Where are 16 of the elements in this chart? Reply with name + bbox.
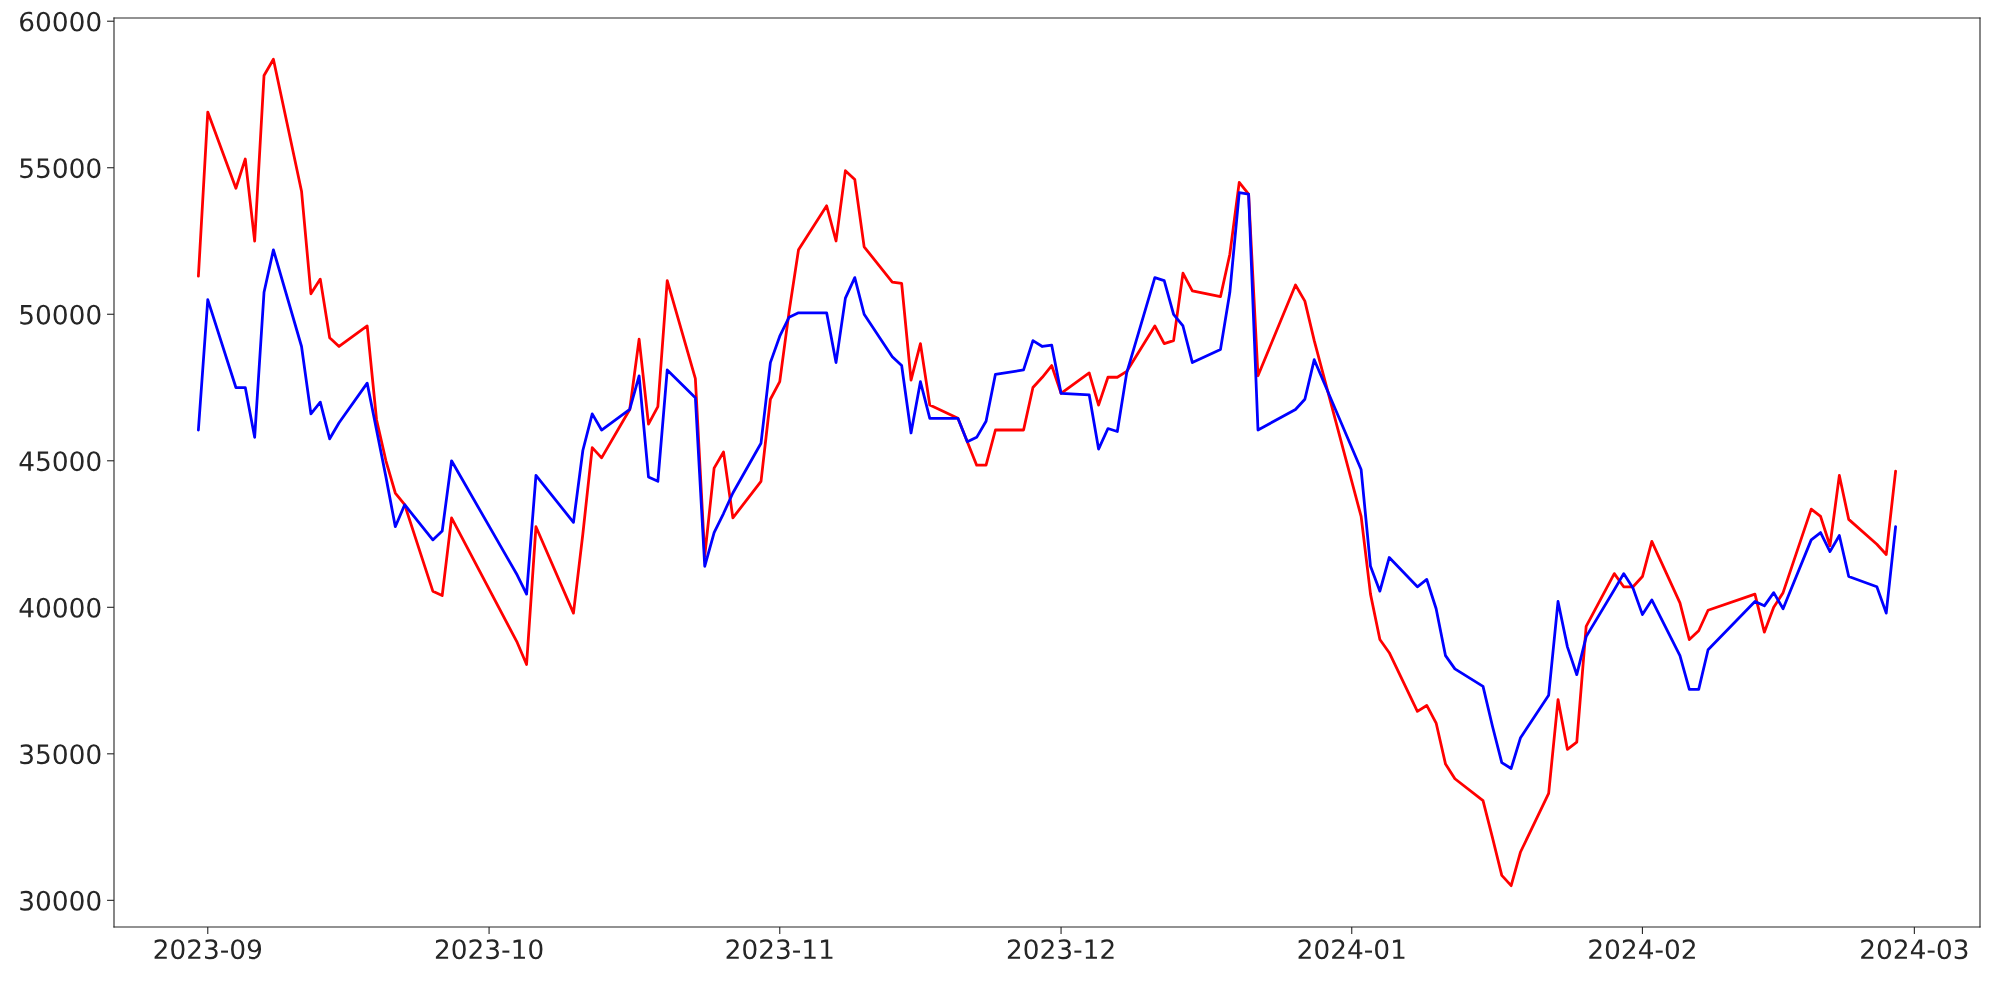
- x-tick-label: 2024-01: [1298, 939, 1405, 960]
- line-series: [197, 57, 1897, 888]
- x-tick-label: 2024-03: [1861, 939, 1968, 960]
- y-tick-label: 60000: [20, 11, 101, 32]
- x-tick-label: 2023-12: [1007, 939, 1114, 960]
- line-series: [197, 191, 1897, 770]
- y-tick-label: 50000: [20, 304, 101, 325]
- y-tick-label: 45000: [19, 451, 101, 472]
- x-tick-label: 2023-11: [726, 939, 833, 960]
- y-tick-label: 35000: [20, 744, 101, 765]
- x-tick-label: 2024-02: [1589, 939, 1695, 960]
- y-tick-label: 30000: [20, 890, 101, 911]
- y-tick-label: 40000: [19, 597, 101, 618]
- x-tick-label: 2023-09: [154, 939, 262, 960]
- x-tick-label: 2023-10: [435, 939, 543, 960]
- y-tick-label: 55000: [20, 158, 101, 179]
